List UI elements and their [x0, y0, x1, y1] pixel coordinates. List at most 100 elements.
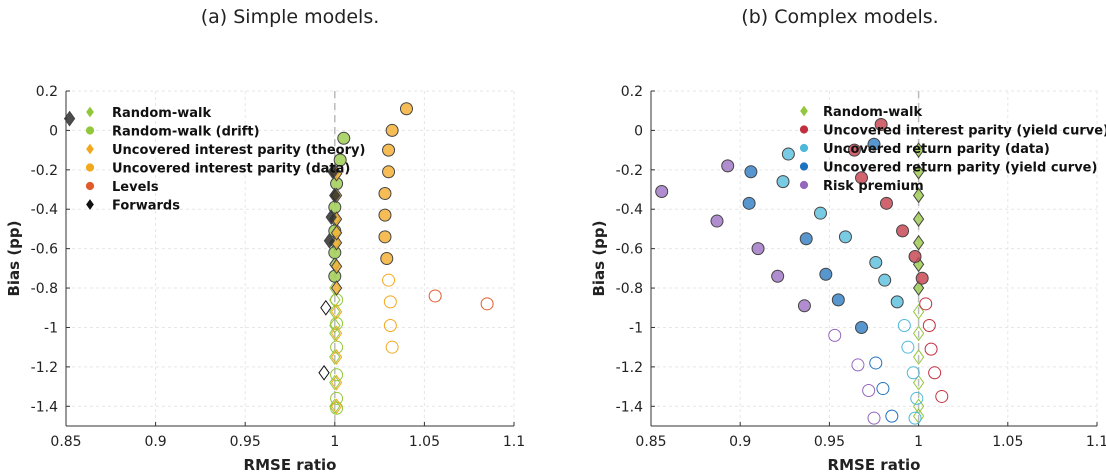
data-point — [912, 349, 925, 365]
panel-simple: 0.85 0.9 0.95 1 1.05 1.1 0.2 0 -0.2 -0.4 -0.6 -0.8 -… — [5, 84, 525, 474]
data-point — [382, 165, 396, 179]
legend-label: Risk premium — [823, 179, 924, 194]
x-tick-label: 0.9 — [729, 434, 751, 450]
data-point — [337, 131, 351, 145]
legend-label: Uncovered return parity (data) — [823, 142, 1050, 157]
y-tick-label: -1.4 — [616, 399, 643, 415]
data-point — [742, 196, 756, 210]
data-point — [867, 411, 881, 425]
panel-title-simple: (a) Simple models. — [200, 6, 380, 28]
legend-label: Levels — [112, 180, 159, 195]
y-tick-label: -0.8 — [31, 281, 58, 297]
legend-label: Uncovered interest parity (data) — [112, 162, 350, 177]
data-point — [330, 317, 344, 331]
legend-label: Uncovered return parity (yield curve) — [823, 161, 1097, 176]
y-axis-label: Bias (pp) — [590, 220, 608, 296]
legend-label: Random-walk — [823, 105, 922, 120]
y-tick-label: 0.2 — [36, 84, 58, 100]
y-tick-label: -0.4 — [31, 202, 58, 218]
data-point — [383, 295, 397, 309]
data-point — [912, 142, 925, 158]
data-point — [935, 389, 949, 403]
data-point — [382, 143, 396, 157]
series-risk-premium — [655, 159, 881, 425]
data-point — [912, 374, 925, 391]
y-tick-label: -1.4 — [31, 399, 58, 415]
data-point — [328, 246, 342, 260]
data-point — [378, 208, 392, 222]
panel-complex: 0.85 0.9 0.95 1 1.05 1.1 0.2 0 -0.2 -0.4 -0.6 -0.8 -… — [590, 84, 1106, 474]
data-point — [922, 319, 936, 332]
data-point — [385, 123, 399, 137]
data-point — [851, 358, 865, 372]
series-random-walk — [912, 142, 925, 425]
data-point — [330, 225, 343, 241]
legend-marker — [86, 106, 94, 118]
data-point — [885, 409, 899, 423]
data-point — [867, 137, 881, 151]
legend-marker — [85, 163, 95, 172]
data-point — [333, 153, 347, 167]
legend-marker — [800, 105, 808, 117]
data-point — [869, 255, 883, 269]
data-point — [912, 163, 925, 180]
x-axis-label: RMSE ratio — [244, 456, 337, 474]
data-point — [330, 398, 343, 415]
data-point — [330, 325, 343, 342]
legend-marker — [86, 143, 94, 155]
data-point — [838, 230, 852, 244]
y-tick-label: 0.2 — [621, 84, 643, 100]
data-point — [744, 165, 758, 179]
series-uncovered-interest-parity-data- — [378, 102, 413, 354]
legend-marker — [799, 143, 809, 153]
data-point — [874, 118, 888, 131]
data-point — [325, 209, 337, 225]
data-point — [915, 271, 929, 285]
data-point — [890, 295, 904, 309]
x-tick-label: 0.85 — [635, 434, 666, 450]
data-point — [876, 382, 890, 396]
legend-label: Uncovered interest parity (theory) — [112, 143, 365, 158]
data-point — [327, 163, 339, 180]
data-point — [318, 364, 330, 381]
legend-label: Random-walk — [112, 106, 211, 121]
x-tick-label: 1 — [914, 434, 923, 450]
data-point — [928, 366, 942, 380]
y-tick-label: -0.6 — [616, 242, 643, 258]
series-uncovered-return-parity-yield-curve- — [742, 137, 899, 423]
data-point — [378, 230, 392, 244]
data-point — [828, 328, 842, 342]
data-point — [378, 186, 392, 200]
legend-marker — [799, 180, 809, 190]
data-point — [855, 320, 869, 334]
data-point — [330, 280, 343, 296]
panel-title-complex: (b) Complex models. — [741, 6, 939, 28]
data-point — [330, 303, 343, 320]
data-point — [323, 232, 336, 249]
series-uncovered-interest-parity-theory- — [330, 165, 343, 415]
data-point — [819, 267, 833, 281]
series-levels — [428, 289, 494, 311]
y-axis-label: Bias (pp) — [5, 220, 23, 296]
data-point — [924, 342, 938, 356]
data-point — [855, 171, 869, 185]
legend: Random-walk Uncovered interest parity (yi… — [799, 105, 1106, 194]
data-point — [329, 325, 341, 342]
y-tick-label: -0.4 — [616, 202, 643, 218]
y-tick-label: -1 — [44, 320, 58, 336]
x-tick-label: 1 — [330, 434, 339, 450]
data-point — [878, 273, 892, 287]
data-point — [380, 252, 394, 265]
data-point — [910, 391, 924, 405]
data-point — [721, 159, 735, 173]
data-point — [771, 269, 785, 283]
legend-marker — [799, 125, 809, 134]
y-tick-label: 0 — [634, 123, 643, 139]
y-tick-label: -0.2 — [616, 163, 643, 179]
data-point — [383, 319, 397, 332]
y-tick-label: -1.2 — [616, 360, 643, 376]
data-point — [908, 411, 922, 425]
data-point — [901, 340, 915, 354]
